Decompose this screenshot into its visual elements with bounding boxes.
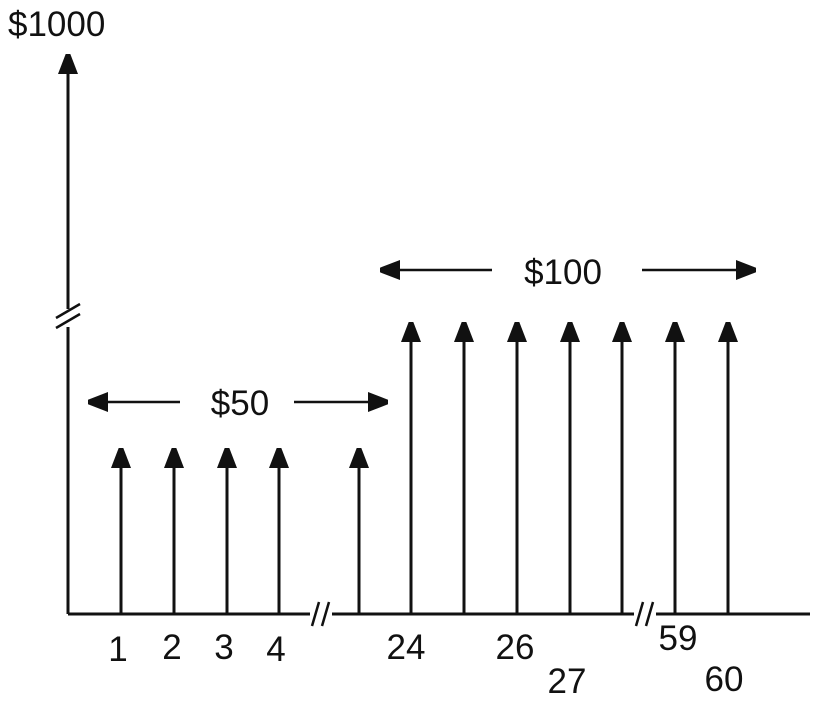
period-label: 2: [162, 628, 181, 667]
period-labels: 1 2 3 4 24 26 27 59 60: [108, 619, 743, 701]
span-indicator-50: $50: [108, 384, 368, 423]
time-axis: [68, 601, 810, 627]
period-label: 4: [266, 630, 285, 669]
period-label: 26: [496, 628, 535, 667]
period-label: 59: [659, 619, 698, 658]
amount-label-50: $50: [211, 384, 269, 423]
top-value-label: $1000: [8, 5, 105, 44]
cash-flow-arrows-50: [121, 468, 359, 614]
vertical-axis: [55, 74, 81, 614]
span-indicator-100: $100: [400, 253, 736, 292]
period-label: 1: [108, 630, 127, 669]
period-label: 60: [705, 660, 744, 699]
period-label: 27: [548, 662, 587, 701]
period-label: 24: [387, 628, 426, 667]
cash-flow-arrows-100: [411, 342, 728, 614]
amount-label-100: $100: [524, 253, 602, 292]
period-label: 3: [214, 628, 233, 667]
